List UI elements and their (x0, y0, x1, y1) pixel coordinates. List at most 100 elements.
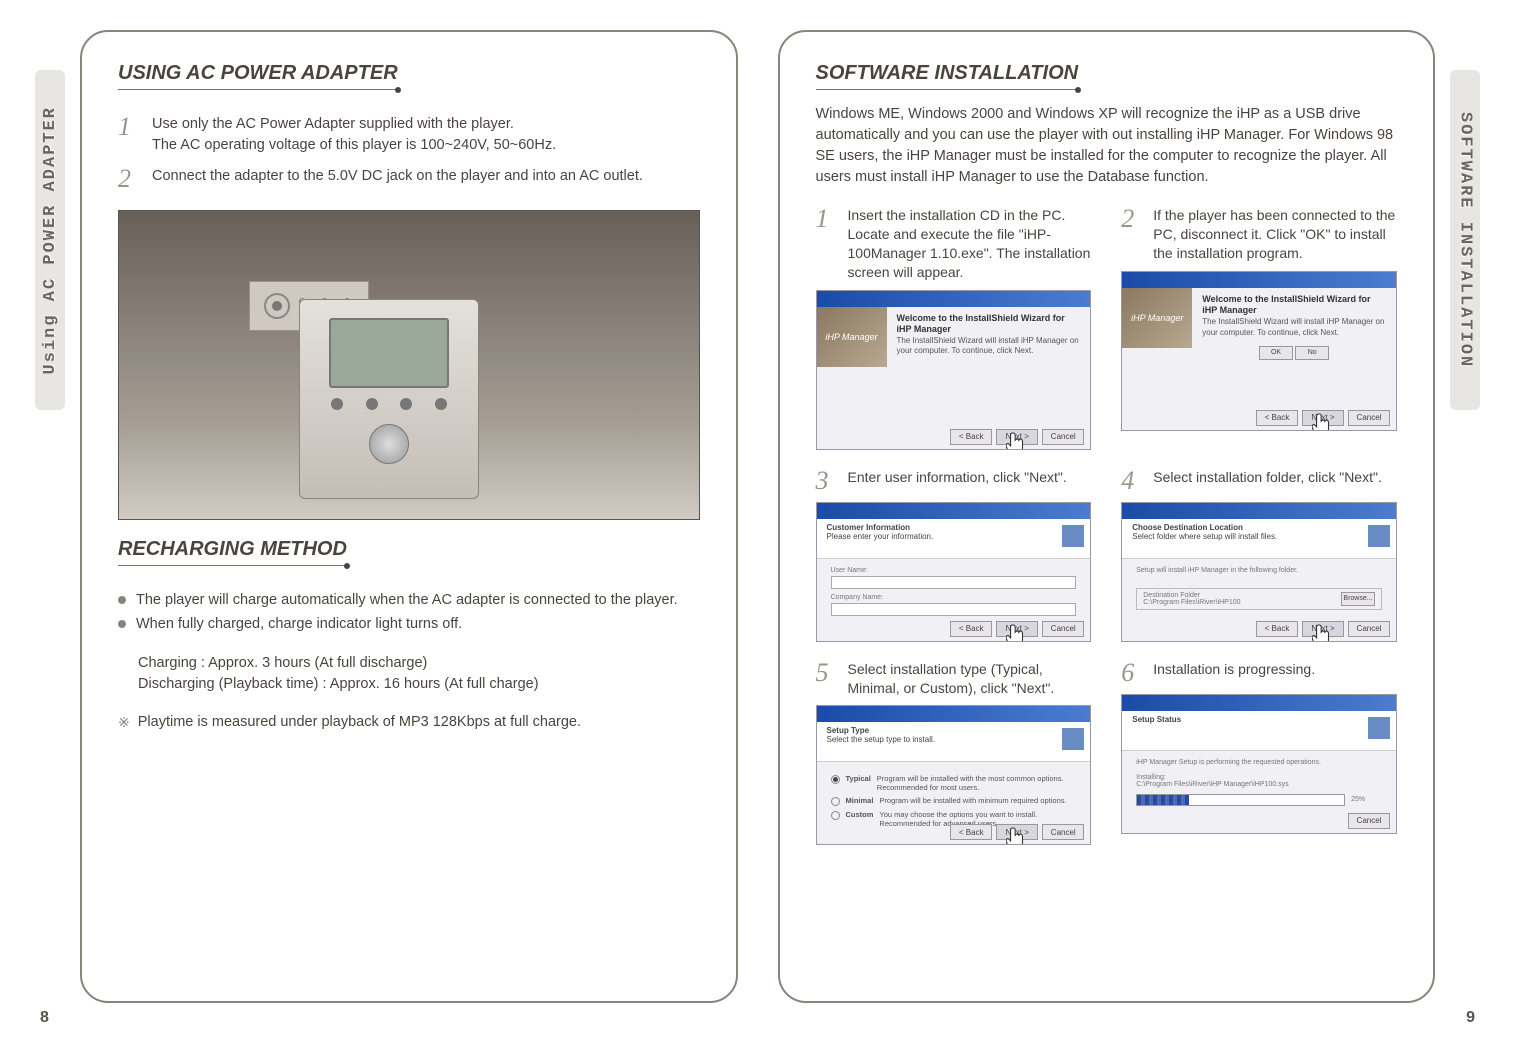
discharging-line: Discharging (Playback time) : Approx. 16… (138, 674, 700, 696)
progress-pct: 25% (1351, 796, 1365, 803)
wizard-browse-button[interactable]: Browse... (1341, 592, 1375, 606)
wizard-welcome-text: Welcome to the InstallShield Wizard for … (887, 307, 1091, 367)
wizard-next-button[interactable]: Next > (996, 621, 1038, 637)
step-num: 2 (1121, 206, 1143, 263)
wizard-setup-title: Setup Type (827, 726, 870, 735)
device-btn-icon (435, 398, 447, 410)
wizard-next-button[interactable]: Next > (996, 824, 1038, 840)
wizard-welcome: iHP Manager Welcome to the InstallShield… (816, 290, 1092, 450)
username-label: User Name: (831, 567, 1077, 574)
radio-icon (831, 797, 840, 806)
side-tab-left: Using AC POWER ADAPTER (35, 70, 65, 410)
page-number-right: 9 (1466, 1009, 1475, 1027)
radio-minimal-label: Minimal (846, 796, 874, 805)
step-text: Select installation folder, click "Next"… (1153, 468, 1382, 494)
section-title-recharge: RECHARGING METHOD (118, 538, 347, 566)
wizard-ok-button[interactable]: OK (1259, 346, 1293, 360)
username-input[interactable] (831, 576, 1077, 589)
wizard-titlebar (1122, 695, 1396, 711)
install-path: C:\Program Files\iRiver\iHP Manager\iHP1… (1136, 781, 1382, 788)
wizard-back-button[interactable]: < Back (1256, 410, 1298, 426)
wizard-titlebar (1122, 272, 1396, 288)
step-num: 6 (1121, 660, 1143, 686)
device-btn-icon (400, 398, 412, 410)
wizard-setuptype: Setup Type Select the setup type to inst… (816, 705, 1092, 845)
wizard-next-button[interactable]: Next > (1302, 410, 1344, 426)
software-intro: Windows ME, Windows 2000 and Windows XP … (816, 104, 1398, 188)
radio-icon (831, 775, 840, 784)
bullet-item: When fully charged, charge indicator lig… (118, 614, 700, 634)
note-text: Playtime is measured under playback of M… (138, 714, 581, 731)
wizard-brand-icon: iHP Manager (1122, 288, 1192, 348)
bullet-item: The player will charge automatically whe… (118, 590, 700, 610)
radio-minimal-desc: Program will be installed with minimum r… (879, 796, 1066, 805)
step-text: Enter user information, click "Next". (848, 468, 1067, 494)
wizard-welcome-sub: The InstallShield Wizard will install iH… (1202, 317, 1386, 338)
charge-times: Charging : Approx. 3 hours (At full disc… (138, 653, 700, 697)
progress-bar (1136, 794, 1345, 806)
wizard-cancel-button[interactable]: Cancel (1348, 813, 1390, 829)
step-num: 5 (816, 660, 838, 698)
wizard-cancel-button[interactable]: Cancel (1042, 429, 1084, 445)
wizard-header: Setup Status (1122, 711, 1396, 751)
side-tab-right-text: SOFTWARE INSTALLATION (1456, 112, 1475, 368)
left-panel: USING AC POWER ADAPTER 1 Use only the AC… (80, 30, 738, 1003)
step-text: If the player has been connected to the … (1153, 206, 1397, 263)
radio-icon (831, 811, 840, 820)
wizard-logo-icon (1368, 525, 1390, 547)
wizard-next-button[interactable]: Next > (1302, 621, 1344, 637)
wizard-back-button[interactable]: < Back (1256, 621, 1298, 637)
device-btn-icon (331, 398, 343, 410)
wizard-cancel-button[interactable]: Cancel (1348, 410, 1390, 426)
install-step-3: 3 Enter user information, click "Next". … (816, 468, 1092, 642)
section-title-software: SOFTWARE INSTALLATION (816, 62, 1079, 90)
install-step-2: 2 If the player has been connected to th… (1121, 206, 1397, 450)
wizard-cancel-button[interactable]: Cancel (1042, 824, 1084, 840)
device-btn-icon (366, 398, 378, 410)
recharge-bullets: The player will charge automatically whe… (118, 590, 700, 635)
wizard-header: Setup Type Select the setup type to inst… (817, 722, 1091, 762)
install-steps-grid: 1 Insert the installation CD in the PC. … (816, 206, 1398, 845)
dest-path: C:\Program Files\iRiver\iHP100 (1143, 599, 1240, 606)
radio-typical[interactable]: Typical Program will be installed with t… (831, 774, 1077, 792)
page-left: Using AC POWER ADAPTER USING AC POWER AD… (40, 30, 738, 1023)
wizard-status-title: Setup Status (1132, 715, 1181, 724)
wizard-back-button[interactable]: < Back (950, 621, 992, 637)
wizard-cancel-button[interactable]: Cancel (1042, 621, 1084, 637)
wizard-logo-icon (1062, 728, 1084, 750)
page-right: SOFTWARE INSTALLATION SOFTWARE INSTALLAT… (778, 30, 1476, 1023)
wizard-titlebar (817, 291, 1091, 307)
radio-typical-label: Typical (846, 774, 871, 783)
step-num: 4 (1121, 468, 1143, 494)
wizard-back-button[interactable]: < Back (950, 429, 992, 445)
step-num: 3 (816, 468, 838, 494)
company-input[interactable] (831, 603, 1077, 616)
step-num: 2 (118, 166, 140, 192)
wizard-brand-icon: iHP Manager (817, 307, 887, 367)
jack-circle-icon (264, 293, 290, 319)
radio-custom-label: Custom (846, 810, 874, 819)
charging-line: Charging : Approx. 3 hours (At full disc… (138, 653, 700, 675)
installing-label: Installing: (1136, 774, 1382, 781)
wizard-next-button[interactable]: Next > (996, 429, 1038, 445)
wizard-logo-icon (1368, 717, 1390, 739)
wizard-titlebar (817, 503, 1091, 519)
radio-minimal[interactable]: Minimal Program will be installed with m… (831, 796, 1077, 806)
wizard-dest-sub: Select folder where setup will install f… (1132, 532, 1277, 541)
bullet-icon (118, 620, 126, 628)
wizard-no-button[interactable]: No (1295, 346, 1329, 360)
wizard-titlebar (1122, 503, 1396, 519)
wizard-back-button[interactable]: < Back (950, 824, 992, 840)
playtime-note: ※ Playtime is measured under playback of… (118, 714, 700, 731)
wizard-cancel-button[interactable]: Cancel (1348, 621, 1390, 637)
wizard-progress: Setup Status iHP Manager Setup is perfor… (1121, 694, 1397, 834)
section-title-ac: USING AC POWER ADAPTER (118, 62, 398, 90)
wizard-userinfo: Customer Information Please enter your i… (816, 502, 1092, 642)
step-text: Use only the AC Power Adapter supplied w… (152, 114, 556, 156)
dest-desc: Setup will install iHP Manager in the fo… (1136, 567, 1382, 574)
note-asterisk-icon: ※ (118, 714, 130, 731)
page-number-left: 8 (40, 1009, 49, 1027)
wizard-custinfo-title: Customer Information (827, 523, 911, 532)
step-num: 1 (118, 114, 140, 156)
wizard-setup-sub: Select the setup type to install. (827, 735, 936, 744)
